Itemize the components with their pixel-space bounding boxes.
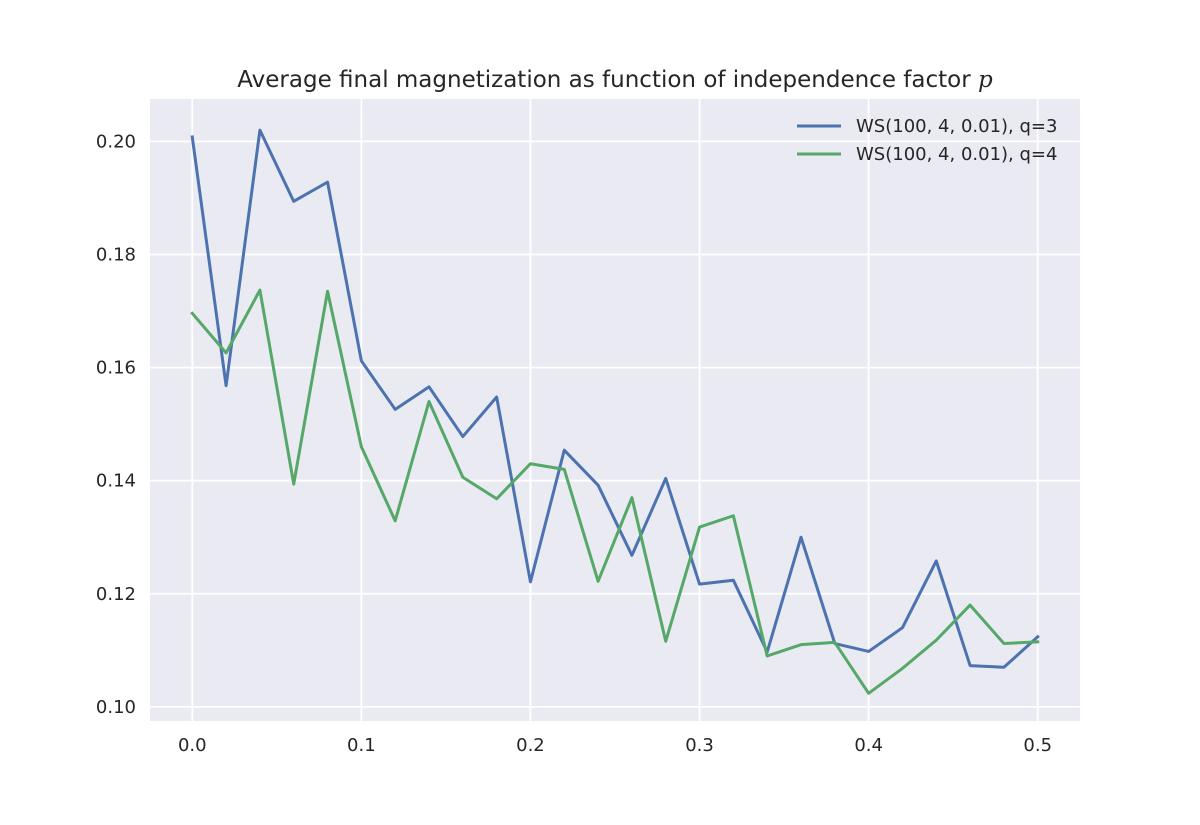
series-line-1 xyxy=(190,128,1040,669)
chart-title-text: Average final magnetization as function … xyxy=(237,67,978,93)
x-tick-label: 0.5 xyxy=(1023,735,1052,756)
x-tick-label: 0.3 xyxy=(685,735,714,756)
series-layer xyxy=(190,128,1040,695)
y-tick-label: 0.16 xyxy=(96,358,136,379)
y-tick-label: 0.18 xyxy=(96,245,136,266)
chart-title-variable: p xyxy=(978,67,993,93)
plot-area xyxy=(150,99,1080,721)
x-axis: 0.0 0.1 0.2 0.3 0.4 0.5 xyxy=(178,735,1052,756)
chart-title: Average final magnetization as function … xyxy=(237,67,993,93)
x-tick-label: 0.4 xyxy=(854,735,883,756)
y-axis: 0.10 0.12 0.14 0.16 0.18 0.20 xyxy=(96,131,136,717)
y-tick-label: 0.20 xyxy=(96,131,136,152)
x-tick-label: 0.2 xyxy=(516,735,545,756)
grid xyxy=(150,99,1080,721)
y-tick-label: 0.14 xyxy=(96,471,136,492)
y-tick-label: 0.10 xyxy=(96,697,136,718)
x-tick-label: 0.1 xyxy=(347,735,376,756)
x-tick-label: 0.0 xyxy=(178,735,207,756)
legend-label-1: WS(100, 4, 0.01), q=3 xyxy=(856,116,1057,137)
legend-label-2: WS(100, 4, 0.01), q=4 xyxy=(856,144,1057,165)
y-tick-label: 0.12 xyxy=(96,584,136,605)
series-line-2 xyxy=(190,288,1040,695)
legend: WS(100, 4, 0.01), q=3 WS(100, 4, 0.01), q… xyxy=(797,116,1057,165)
